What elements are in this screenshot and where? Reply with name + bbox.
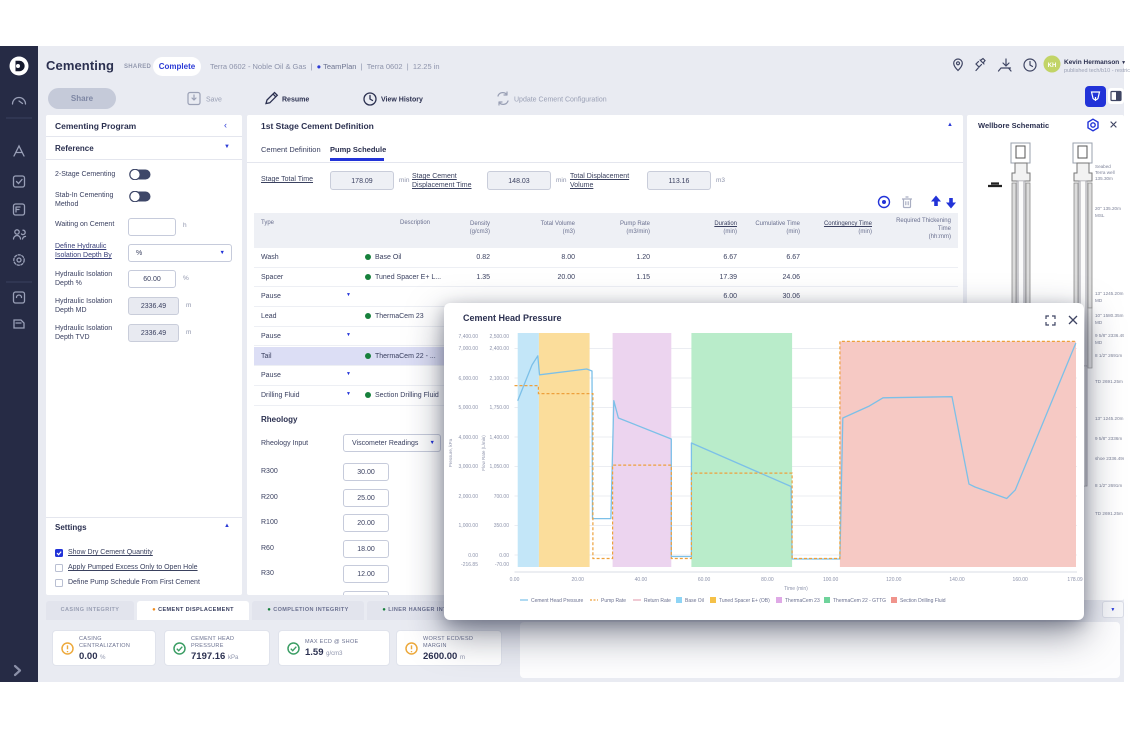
svg-text:Tuned Spacer E+ (OB): Tuned Spacer E+ (OB) — [719, 598, 770, 604]
svg-text:120.00: 120.00 — [886, 577, 902, 583]
svg-text:8 1/2" 2691m: 8 1/2" 2691m — [1095, 483, 1122, 488]
svg-text:8 1/2" 2691m: 8 1/2" 2691m — [1095, 353, 1122, 358]
svg-text:0.00: 0.00 — [510, 577, 520, 583]
svg-text:1,000.00: 1,000.00 — [459, 523, 479, 529]
svg-text:3,000.00: 3,000.00 — [459, 464, 479, 470]
svg-text:TD 2691.25m: TD 2691.25m — [1095, 379, 1123, 384]
svg-text:13" 1245.20m: 13" 1245.20m — [1095, 291, 1124, 296]
svg-text:100.00: 100.00 — [823, 577, 839, 583]
svg-text:80.00: 80.00 — [761, 577, 774, 583]
svg-text:13" 1245.20m: 13" 1245.20m — [1095, 416, 1124, 421]
svg-text:MD: MD — [1095, 320, 1103, 325]
svg-text:Cement Head Pressure: Cement Head Pressure — [531, 598, 583, 604]
svg-text:7,000.00: 7,000.00 — [459, 346, 479, 352]
svg-text:Resume: Resume — [282, 97, 309, 104]
svg-text:0.00: 0.00 — [468, 553, 478, 559]
svg-text:4,000.00: 4,000.00 — [459, 435, 479, 441]
svg-text:135.30m: 135.30m — [1095, 176, 1113, 181]
svg-text:2,400.00: 2,400.00 — [490, 346, 510, 352]
svg-text:Save: Save — [206, 97, 222, 104]
svg-text:1,750.00: 1,750.00 — [490, 405, 510, 411]
svg-text:9 5/8" 2336m: 9 5/8" 2336m — [1095, 436, 1122, 441]
svg-text:9 5/8" 2336.49m: 9 5/8" 2336.49m — [1095, 333, 1124, 338]
svg-text:Base Oil: Base Oil — [685, 598, 704, 604]
svg-text:MD: MD — [1095, 340, 1103, 345]
svg-text:140.00: 140.00 — [949, 577, 965, 583]
svg-text:Section Drilling Fluid: Section Drilling Fluid — [900, 598, 946, 604]
svg-text:60.00: 60.00 — [698, 577, 711, 583]
svg-text:20" 135.20m: 20" 135.20m — [1095, 206, 1121, 211]
svg-text:Return Rate: Return Rate — [644, 598, 671, 604]
svg-text:1,050.00: 1,050.00 — [490, 464, 510, 470]
svg-text:5,000.00: 5,000.00 — [459, 405, 479, 411]
svg-text:View History: View History — [381, 97, 423, 104]
svg-text:700.00: 700.00 — [494, 494, 510, 500]
svg-text:Terra well: Terra well — [1095, 170, 1115, 175]
svg-text:shoe 2336.49m: shoe 2336.49m — [1095, 456, 1124, 461]
svg-text:2,500.00: 2,500.00 — [490, 334, 510, 340]
svg-text:Update Cement Configuration: Update Cement Configuration — [514, 97, 607, 104]
svg-text:KH: KH — [1048, 63, 1057, 69]
svg-text:MD: MD — [1095, 298, 1103, 303]
svg-text:Pump Rate: Pump Rate — [601, 598, 626, 604]
svg-text:Pressure, kPa: Pressure, kPa — [448, 438, 453, 467]
svg-text:-216.85: -216.85 — [461, 562, 478, 568]
svg-text:Seabed: Seabed — [1095, 164, 1111, 169]
svg-text:178.09: 178.09 — [1067, 577, 1083, 583]
svg-text:ThermaCem 22 - GTTG: ThermaCem 22 - GTTG — [833, 598, 886, 604]
svg-text:0.00: 0.00 — [499, 553, 509, 559]
svg-text:Time (min): Time (min) — [784, 586, 808, 592]
svg-text:-70.00: -70.00 — [495, 562, 509, 568]
svg-text:1,400.00: 1,400.00 — [490, 435, 510, 441]
svg-text:MSL: MSL — [1095, 213, 1105, 218]
svg-text:2,000.00: 2,000.00 — [459, 494, 479, 500]
svg-text:20.00: 20.00 — [571, 577, 584, 583]
svg-text:Flow Rate (L/min): Flow Rate (L/min) — [481, 435, 486, 471]
svg-text:160.00: 160.00 — [1013, 577, 1029, 583]
svg-text:40.00: 40.00 — [635, 577, 648, 583]
svg-text:7,400.00: 7,400.00 — [459, 334, 479, 340]
svg-text:TD 2691.25m: TD 2691.25m — [1095, 511, 1123, 516]
svg-text:ThermaCem 23: ThermaCem 23 — [785, 598, 820, 604]
svg-text:2,100.00: 2,100.00 — [490, 376, 510, 382]
svg-text:10" 1580.35m: 10" 1580.35m — [1095, 313, 1124, 318]
svg-text:350.00: 350.00 — [494, 523, 510, 529]
svg-text:6,000.00: 6,000.00 — [459, 376, 479, 382]
